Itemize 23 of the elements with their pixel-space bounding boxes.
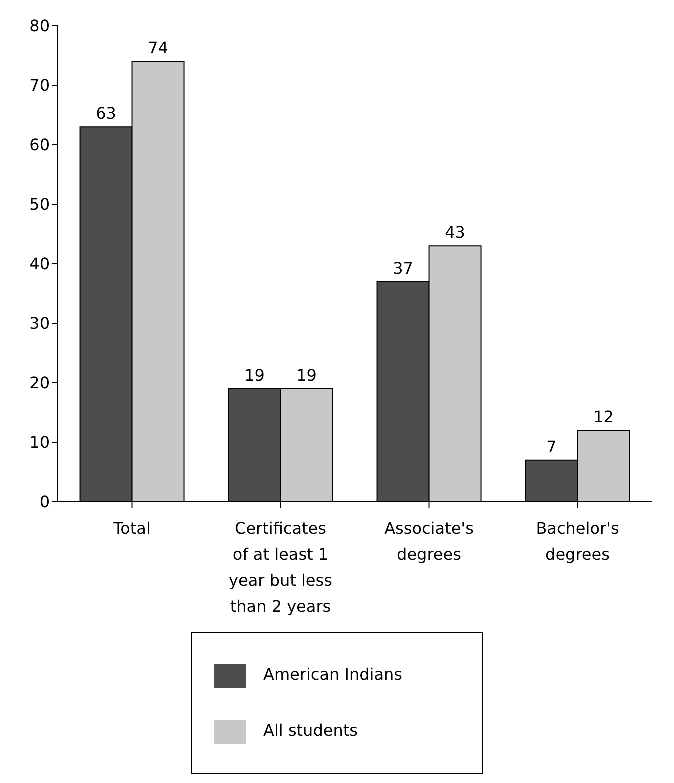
y-tick-label: 40 xyxy=(30,254,50,274)
y-tick-label: 50 xyxy=(30,195,50,214)
data-label: 43 xyxy=(445,223,466,242)
data-label: 74 xyxy=(148,38,168,58)
data-label: 37 xyxy=(393,258,414,278)
legend-label: American Indians xyxy=(264,665,402,684)
data-label: 7 xyxy=(546,437,557,456)
y-tick-label: 70 xyxy=(30,76,50,96)
y-tick-label: 0 xyxy=(40,492,50,512)
data-label: 63 xyxy=(96,104,116,124)
y-tick-label: 10 xyxy=(30,433,50,452)
x-tick-label: Associate's degrees xyxy=(384,519,474,564)
y-tick-label: 80 xyxy=(30,16,50,36)
legend-label: All students xyxy=(264,721,358,740)
x-tick-label: Certificates of at least 1 year but less than 2 years xyxy=(229,519,332,616)
data-label: 19 xyxy=(244,366,265,385)
y-tick-label: 60 xyxy=(30,136,50,155)
x-tick-label: Total xyxy=(112,519,151,538)
y-tick-label: 20 xyxy=(30,374,50,393)
y-tick-label: 30 xyxy=(30,314,50,334)
x-tick-label: Bachelor's degrees xyxy=(536,519,620,564)
data-label: 12 xyxy=(594,408,614,427)
data-label: 19 xyxy=(296,366,317,385)
